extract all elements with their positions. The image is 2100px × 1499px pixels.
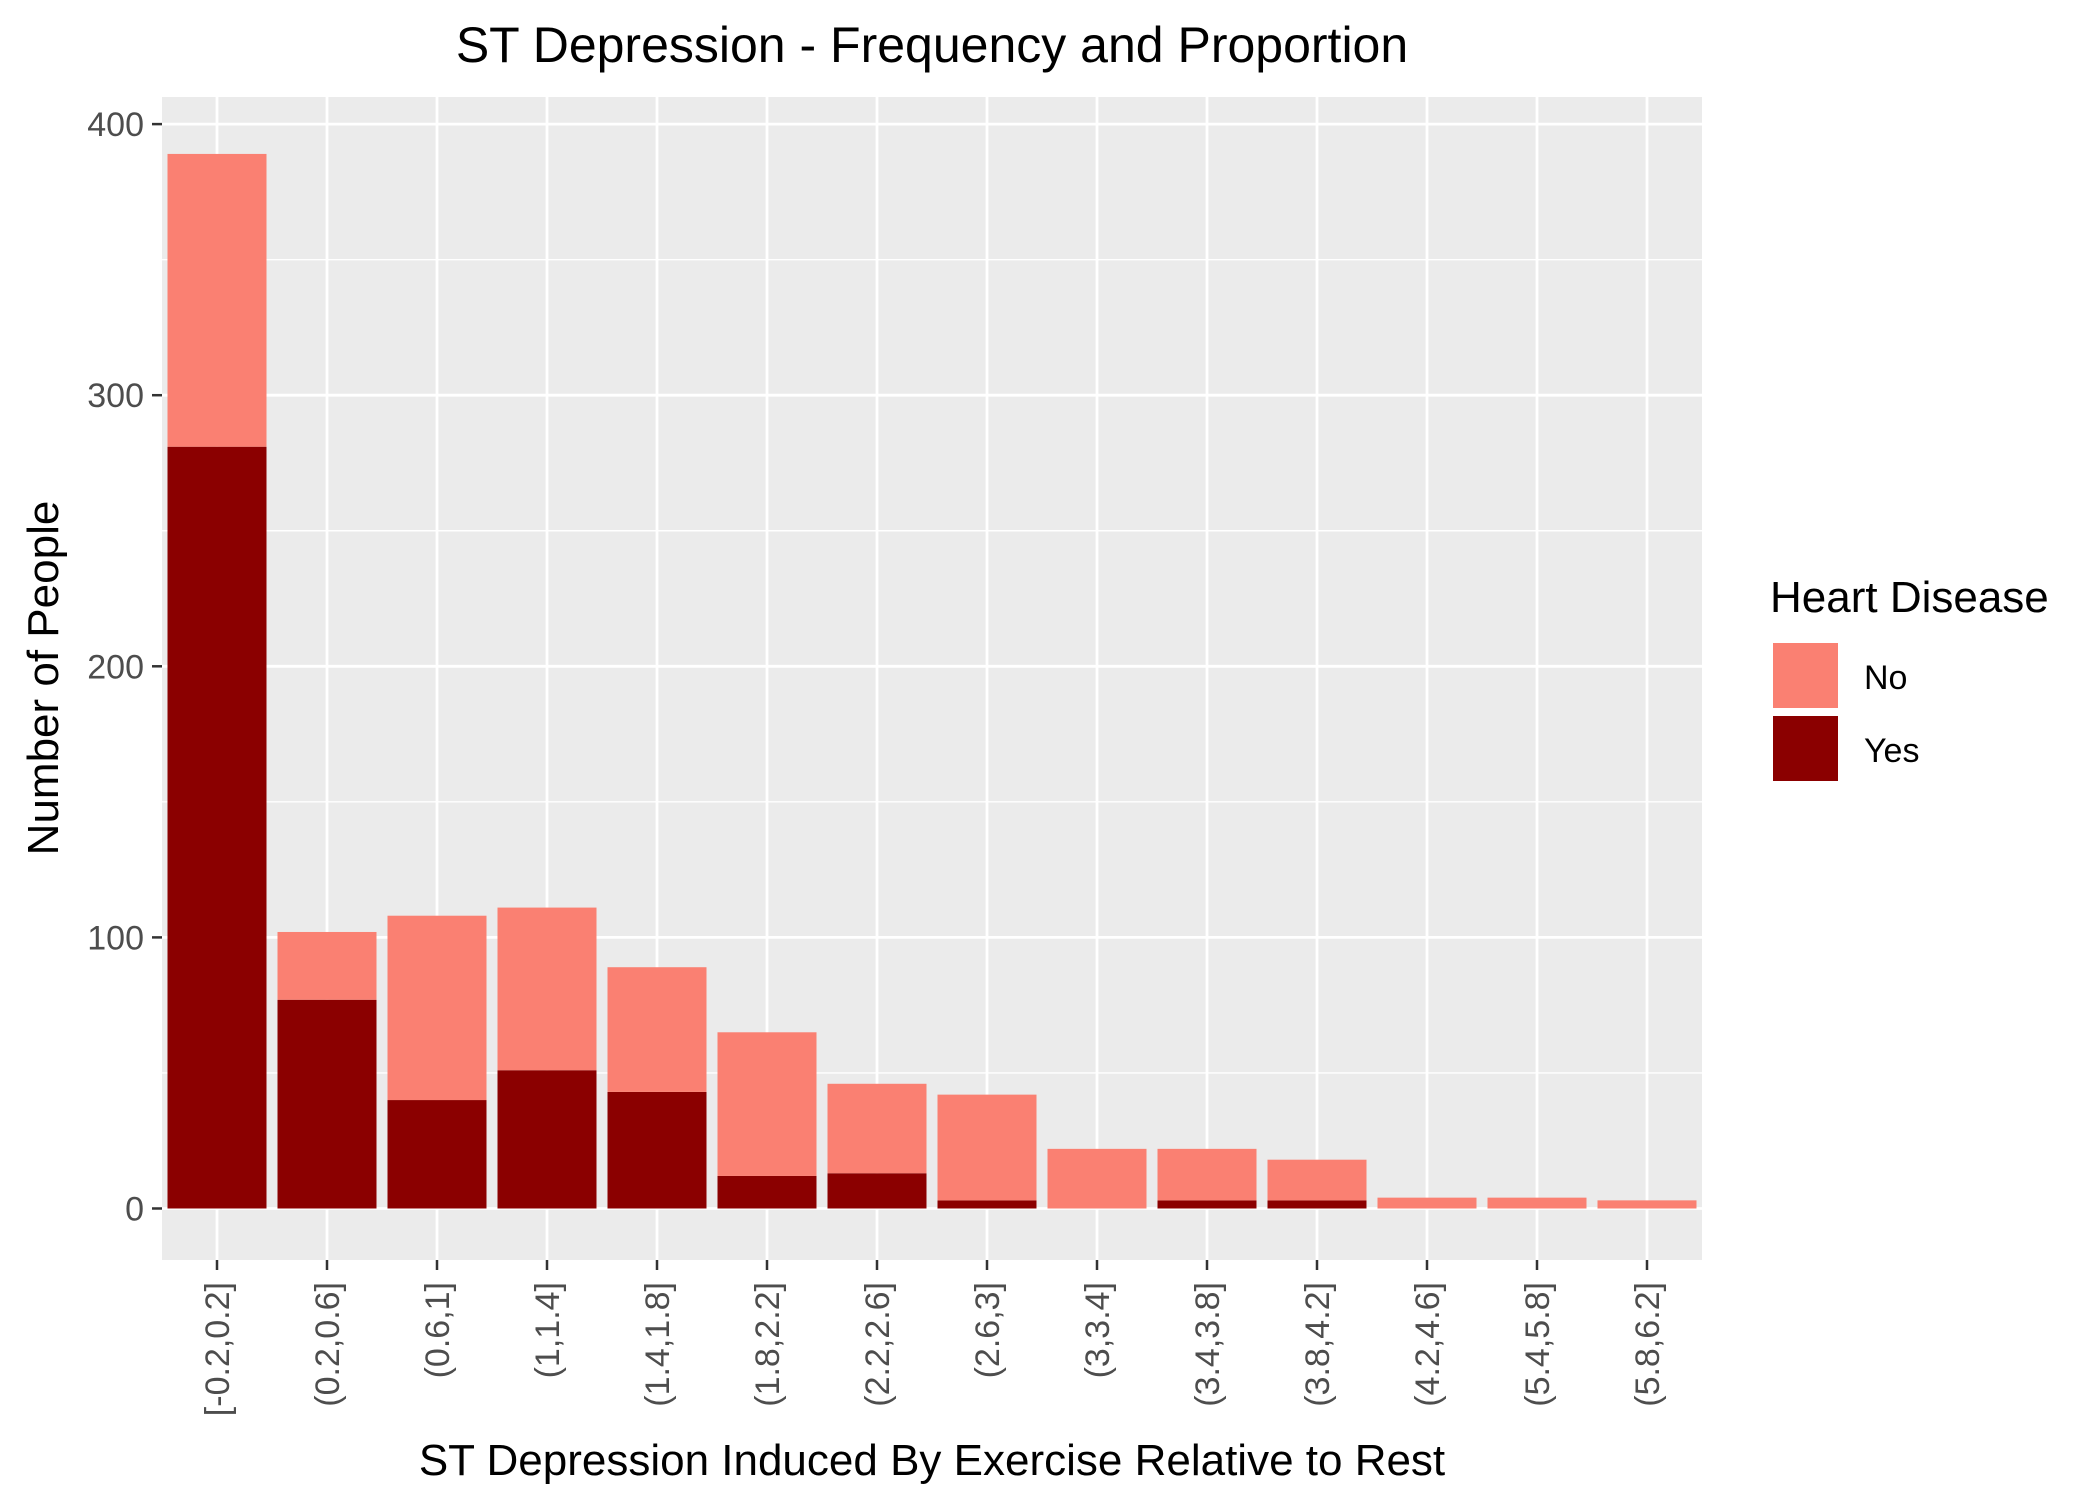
bar-yes xyxy=(607,1091,707,1209)
x-axis-title: ST Depression Induced By Exercise Relati… xyxy=(419,1436,1445,1485)
bar-yes xyxy=(827,1173,927,1209)
bar-no xyxy=(717,1032,817,1176)
x-tick-label: (0.6,1] xyxy=(419,1282,457,1378)
legend: Heart Disease No Yes xyxy=(1770,573,2049,783)
legend-title: Heart Disease xyxy=(1770,573,2049,622)
legend-label-yes: Yes xyxy=(1864,732,1919,770)
x-tick-label: (5.4,5.8] xyxy=(1519,1282,1557,1407)
bar-yes xyxy=(277,999,377,1209)
y-axis-title: Number of People xyxy=(19,501,68,856)
bar-yes xyxy=(497,1070,597,1209)
x-tick-label: (2.2,2.6] xyxy=(859,1282,897,1407)
bar-no xyxy=(387,915,487,1101)
legend-swatch-yes xyxy=(1771,714,1840,783)
x-tick-label: (5.8,6.2] xyxy=(1629,1282,1667,1407)
x-tick-label: (3.4,3.8] xyxy=(1189,1282,1227,1407)
bar-no xyxy=(1487,1197,1587,1209)
x-tick-label: (1.4,1.8] xyxy=(639,1282,677,1407)
x-tick-label: (3,3.4] xyxy=(1079,1282,1117,1378)
bar-no xyxy=(1377,1197,1477,1209)
x-tick-label: (1.8,2.2] xyxy=(749,1282,787,1407)
x-tick-label: (1,1.4] xyxy=(529,1282,567,1378)
bar-no xyxy=(607,967,707,1092)
y-tick-label: 0 xyxy=(125,1190,144,1228)
bars xyxy=(167,153,1697,1209)
y-tick-label: 100 xyxy=(87,919,144,957)
y-axis: 0 100 200 300 400 xyxy=(87,106,162,1228)
bar-no xyxy=(167,153,267,447)
x-tick-label: [-0.2,0.2] xyxy=(199,1282,237,1416)
bar-no xyxy=(277,931,377,1000)
bar-yes xyxy=(717,1175,817,1209)
bar-yes xyxy=(167,446,267,1209)
legend-swatch-no xyxy=(1771,641,1840,710)
bar-no xyxy=(1157,1148,1257,1201)
chart-title: ST Depression - Frequency and Proportion xyxy=(456,17,1408,73)
bar-yes xyxy=(937,1200,1037,1209)
x-tick-label: (2.6,3] xyxy=(969,1282,1007,1378)
bar-no xyxy=(497,907,597,1071)
y-tick-label: 200 xyxy=(87,648,144,686)
x-axis: [-0.2,0.2] (0.2,0.6] (0.6,1] (1,1.4] (1.4,1.… xyxy=(199,1260,1667,1416)
y-tick-label: 400 xyxy=(87,106,144,144)
bar-yes xyxy=(1157,1200,1257,1209)
x-tick-label: (3.8,4.2] xyxy=(1299,1282,1337,1407)
bar-no xyxy=(1267,1159,1367,1201)
x-tick-label: (0.2,0.6] xyxy=(309,1282,347,1407)
bar-no xyxy=(1597,1200,1697,1209)
bar-no xyxy=(1047,1148,1147,1209)
x-tick-label: (4.2,4.6] xyxy=(1409,1282,1447,1407)
legend-label-no: No xyxy=(1864,659,1907,697)
bar-no xyxy=(827,1083,927,1174)
y-tick-label: 300 xyxy=(87,377,144,415)
bar-yes xyxy=(1267,1200,1367,1209)
bar-yes xyxy=(387,1100,487,1209)
bar-no xyxy=(937,1094,1037,1201)
